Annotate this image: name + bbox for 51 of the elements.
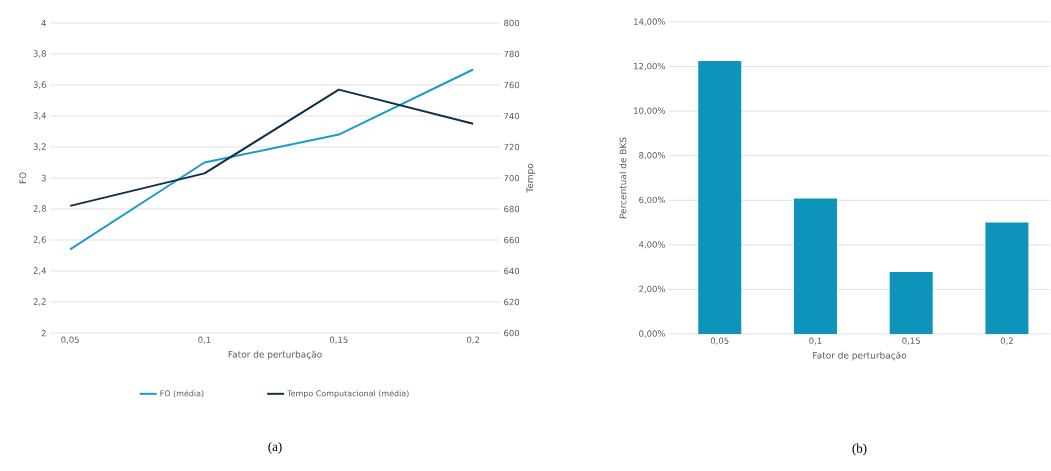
y-tick-label: 2,6: [33, 236, 46, 244]
y2-tick-label: 680: [504, 205, 520, 213]
y2-tick-label: 640: [504, 267, 520, 275]
y-tick-label: 2: [41, 329, 46, 337]
y-tick-label: 14,00%: [634, 18, 666, 26]
y2-tick-label: 660: [504, 236, 520, 244]
y2-tick-label: 600: [504, 329, 520, 337]
x-tick-label: 0,2: [466, 336, 480, 344]
y-tick-label: 4: [41, 19, 46, 27]
y-tick-label: 3: [41, 174, 46, 182]
y-tick-label: 4,00%: [638, 241, 666, 249]
x-tick-label: 0,1: [198, 336, 211, 344]
y-tick-label: 6,00%: [639, 196, 666, 204]
y2-tick-label: 760: [504, 81, 520, 89]
x-tick-label: 0,15: [902, 337, 920, 345]
x-tick-label: 0,05: [710, 337, 729, 345]
text: (a): [268, 441, 282, 454]
y-tick-label: 2,2: [33, 298, 46, 306]
y2-tick-label: 720: [504, 143, 520, 151]
y-tick-label: 12,00%: [634, 62, 666, 71]
y-tick-label: 2,8: [33, 205, 46, 213]
y-tick-label: 3,6: [33, 81, 46, 89]
y-tick-label: 2,00%: [639, 285, 666, 294]
y-tick-label: 3,4: [33, 112, 46, 120]
y-axis-title: Percentual de BKS: [619, 137, 627, 219]
y-tick-label: 2,4: [33, 267, 46, 275]
y-axis-title: FO: [19, 172, 27, 184]
y-tick-label: 8,00%: [639, 152, 666, 160]
y2-tick-label: 740: [504, 112, 520, 120]
bar: [698, 61, 742, 334]
x-tick-label: 0,2: [1000, 337, 1013, 345]
bar: [793, 198, 837, 334]
y-tick-label: 3,8: [33, 50, 46, 58]
line-series: [69, 88, 475, 207]
y-tick-label: 10,00%: [634, 107, 666, 115]
x-tick-label: 0,1: [809, 337, 822, 345]
line-series: [69, 68, 475, 251]
x-axis-title: Fator de perturbação: [813, 351, 907, 361]
x-tick-label: 0,15: [329, 336, 348, 344]
y2-axis-title: Tempo: [526, 163, 535, 193]
y2-tick-label: 700: [504, 174, 520, 182]
x-axis-title: Fator de perturbação: [228, 350, 322, 360]
y2-tick-label: 780: [504, 50, 520, 58]
y-tick-label: 3,2: [33, 143, 46, 151]
y2-tick-label: 620: [504, 298, 520, 306]
bar: [889, 272, 933, 334]
y-tick-label: 0,00%: [639, 330, 666, 338]
text: (b): [852, 443, 867, 456]
y2-tick-label: 800: [504, 19, 520, 27]
x-tick-label: 0,05: [61, 336, 79, 344]
bar: [985, 222, 1029, 334]
